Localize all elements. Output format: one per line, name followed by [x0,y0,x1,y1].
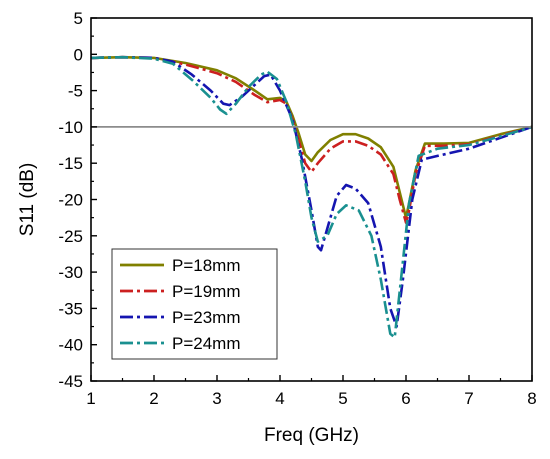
y-axis-ticks: 5 0 -5 -10 -15 -20 -25 -30 -35 -40 -45 [58,9,97,391]
x-tick-label: 8 [527,389,536,408]
x-axis-ticks: 1 2 3 4 5 6 7 8 [86,375,537,408]
x-tick-label: 6 [401,389,410,408]
legend-label: P=24mm [172,334,241,353]
y-tick-label: -35 [58,299,83,318]
y-tick-label: -5 [68,82,83,101]
x-tick-label: 1 [86,389,95,408]
y-tick-label: -15 [58,154,83,173]
series-line-3 [90,55,533,328]
x-tick-label: 2 [149,389,158,408]
series-line-4 [90,55,533,339]
y-tick-label: -25 [58,227,83,246]
series-layer [90,55,533,339]
y-tick-label: 5 [74,9,83,28]
legend: P=18mm P=19mm P=23mm P=24mm [111,248,278,360]
y-tick-label: -20 [58,191,83,210]
series-line-2 [90,55,533,224]
y-tick-label: 0 [74,45,83,64]
y-tick-label: -30 [58,263,83,282]
y-tick-label: -40 [58,336,83,355]
x-tick-label: 3 [212,389,221,408]
y-tick-label: -45 [58,372,83,391]
y-tick-label: -10 [58,118,83,137]
legend-box [111,248,278,360]
x-tick-label: 5 [338,389,347,408]
y-axis-label: S11 (dB) [17,163,38,237]
x-axis-label: Freq (GHz) [264,425,359,446]
x-tick-label: 4 [275,389,284,408]
series-line-1 [90,55,533,219]
legend-label: P=23mm [172,308,241,327]
legend-label: P=18mm [172,256,241,275]
x-tick-label: 7 [464,389,473,408]
legend-label: P=19mm [172,282,241,301]
